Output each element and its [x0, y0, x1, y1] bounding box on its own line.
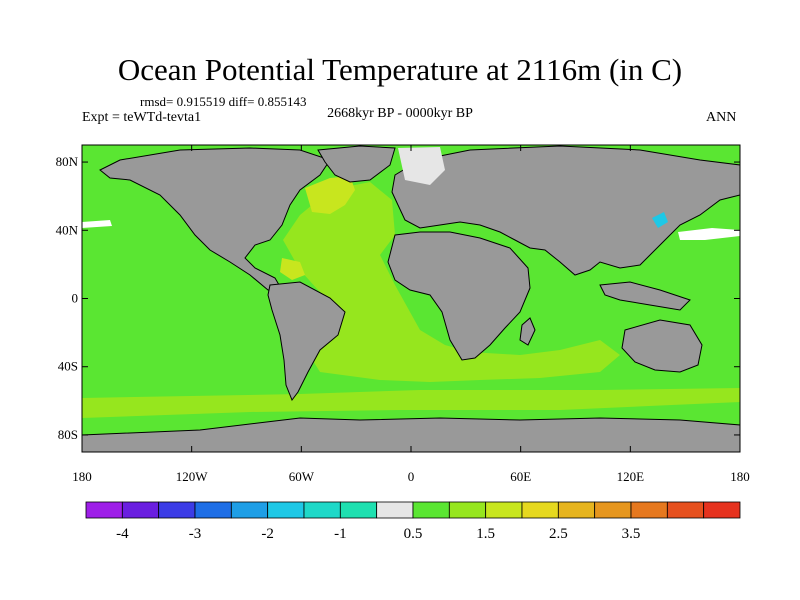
colorbar-swatch [230, 501, 269, 519]
experiment-label: Expt = teWTd-tevta1 [82, 110, 202, 125]
colorbar-swatch [703, 501, 741, 519]
colorbar-swatch [630, 501, 668, 519]
japan-sea-patch [652, 212, 668, 228]
colorbar-swatch [339, 501, 378, 519]
longitude-axis: 180 120W 60W 0 60E 120E 180 [72, 145, 750, 484]
colorbar-swatch [85, 501, 123, 519]
colorbar-swatch [557, 501, 596, 519]
stats-text: rmsd= 0.915519 diff= 0.855143 [140, 94, 307, 109]
colorbar-swatch [594, 501, 632, 519]
lon-tick-label: 180 [72, 469, 92, 484]
colorbar-label: 3.5 [622, 526, 641, 542]
lon-tick-label: 120E [617, 469, 645, 484]
lat-tick-label: 40N [56, 222, 79, 237]
lat-tick-label: 40S [58, 359, 78, 374]
colorbar-swatch [158, 501, 196, 519]
colorbar-label: -4 [116, 526, 129, 542]
colorbar-swatch [448, 501, 487, 519]
lat-tick-label: 80N [56, 154, 79, 169]
lon-tick-label: 60E [510, 469, 531, 484]
land-masses [81, 145, 741, 453]
arctic-light-patch [398, 147, 445, 185]
land-madagascar [519, 317, 536, 346]
colorbar-label: -1 [334, 526, 347, 542]
colorbar-label: -3 [189, 526, 202, 542]
colorbar-swatch [412, 501, 450, 519]
land-australia [621, 319, 703, 373]
colorbar-swatch [121, 501, 160, 519]
land-south-america [267, 281, 346, 402]
lat-tick-label: 0 [72, 291, 79, 306]
land-eurasia [391, 145, 741, 276]
lon-tick-label: 60W [289, 469, 315, 484]
atlantic-warm-region [283, 182, 620, 382]
latitude-axis: 80N 40N 0 40S 80S [56, 154, 740, 442]
lon-tick-label: 180 [730, 469, 750, 484]
colorbar-swatch [666, 501, 705, 519]
colorbar-swatch [194, 501, 232, 519]
colorbar-swatch [303, 501, 341, 519]
season-label: ANN [706, 110, 737, 125]
lon-tick-label: 120W [176, 469, 209, 484]
colorbar-swatch [521, 501, 559, 519]
land-se-asia [599, 281, 691, 311]
west-pacific-light-streak [82, 220, 112, 228]
land-africa [387, 231, 531, 361]
land-greenland [317, 145, 396, 183]
colorbar: -4 -3 -2 -1 0.5 1.5 2.5 3.5 [85, 501, 741, 542]
colorbar-label: -2 [261, 526, 274, 542]
gulf-warm-region [280, 258, 305, 280]
lon-tick-label: 0 [408, 469, 415, 484]
north-atlantic-warm-region [305, 176, 355, 214]
colorbar-swatch [376, 501, 414, 519]
colorbar-label: 1.5 [476, 526, 495, 542]
colorbar-swatch [267, 501, 305, 519]
period-label: 2668kyr BP - 0000kyr BP [327, 106, 473, 121]
southern-band-region [82, 388, 740, 418]
colorbar-label: 2.5 [549, 526, 568, 542]
colorbar-label: 0.5 [404, 526, 423, 542]
colorbar-swatch [485, 501, 523, 519]
lat-tick-label: 80S [58, 427, 78, 442]
map-title: Ocean Potential Temperature at 2116m (in… [117, 52, 683, 87]
pacific-light-streak [678, 228, 740, 240]
